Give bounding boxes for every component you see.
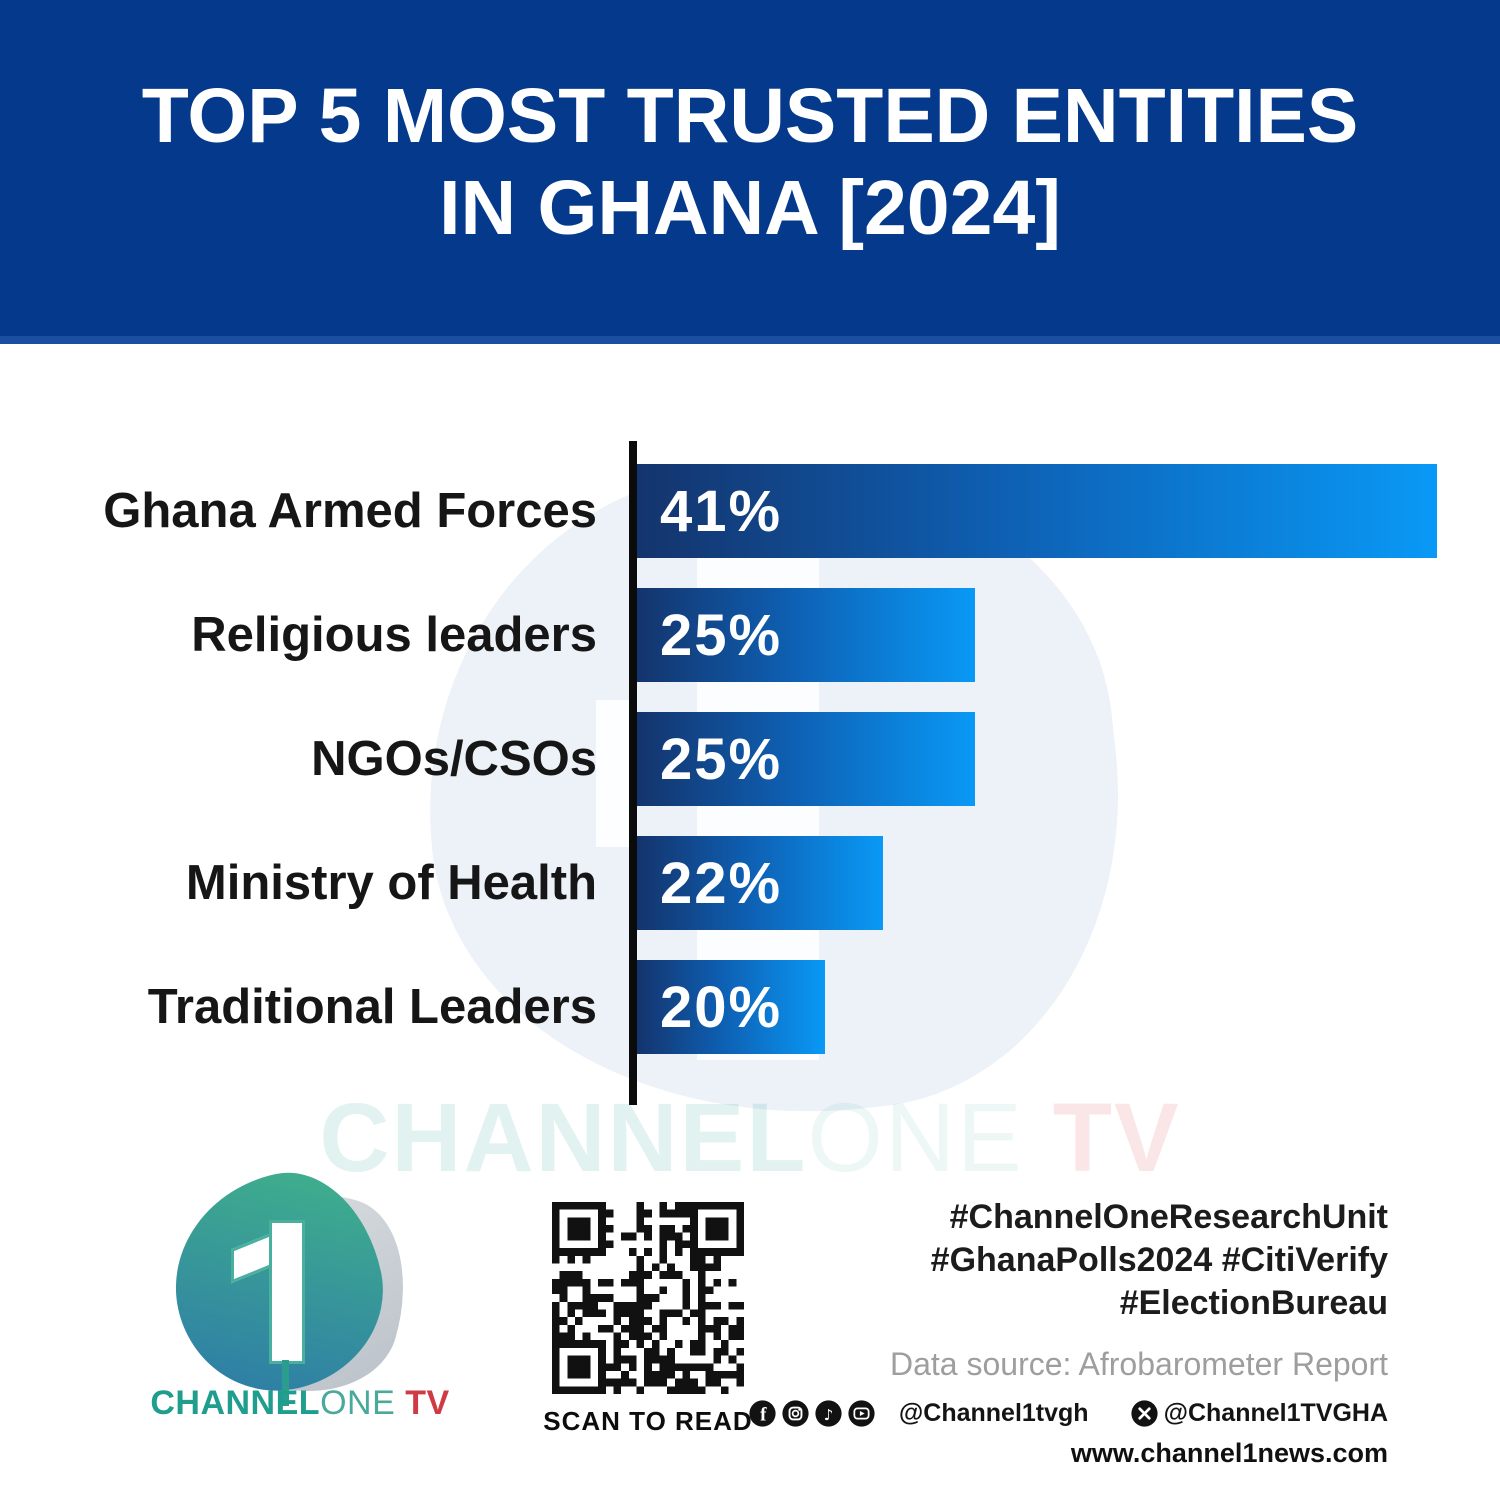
header-banner: TOP 5 MOST TRUSTED ENTITIES IN GHANA [20… xyxy=(0,0,1500,336)
value-label: 25% xyxy=(660,726,783,792)
value-bar-religious-leaders: 25% xyxy=(637,588,975,682)
svg-text:f: f xyxy=(760,1405,767,1426)
page-title: TOP 5 MOST TRUSTED ENTITIES IN GHANA [20… xyxy=(0,70,1500,254)
instagram-icon xyxy=(782,1400,809,1427)
x-icon xyxy=(1130,1400,1158,1427)
chart-axis xyxy=(629,441,637,1105)
hashtag-line: #ChannelOneResearchUnit xyxy=(949,1198,1388,1236)
watermark-channel: CHANNEL xyxy=(319,1083,808,1192)
youtube-icon xyxy=(848,1400,875,1427)
header-accent-stripe xyxy=(0,336,1500,344)
hashtag-line: #GhanaPolls2024 #CitiVerify xyxy=(930,1241,1388,1279)
facebook-icon: f xyxy=(749,1400,776,1427)
footer-right-block: #ChannelOneResearchUnit #GhanaPolls2024 … xyxy=(628,1196,1388,1469)
value-label: 22% xyxy=(660,850,783,916)
channel-one-logo: CHANNELONE TV xyxy=(145,1148,455,1448)
data-source: Data source: Afrobarometer Report xyxy=(889,1346,1388,1382)
value-bar-ghana-armed-forces: 41% xyxy=(637,464,1437,558)
value-label: 25% xyxy=(660,602,783,668)
hashtag-line: #ElectionBureau xyxy=(1119,1284,1388,1322)
wordmark-one: ONE xyxy=(320,1384,396,1422)
category-label-ghana-armed-forces: Ghana Armed Forces xyxy=(103,484,597,538)
watermark-text: CHANNELONE TV xyxy=(0,1082,1500,1194)
category-label-ngos-csos: NGOs/CSOs xyxy=(311,732,597,786)
logo-wordmark: CHANNELONE TV xyxy=(135,1384,465,1423)
watermark-one: ONE xyxy=(807,1083,1024,1192)
category-label-ministry-of-health: Ministry of Health xyxy=(185,856,597,910)
logo-one-glyph-tail xyxy=(282,1360,289,1406)
qr-code xyxy=(552,1202,744,1394)
social-row: f ♪ @Channel1tvgh @Channel1TVGHA xyxy=(628,1399,1388,1428)
qr-caption: SCAN TO READ xyxy=(543,1406,753,1436)
category-label-traditional-leaders: Traditional Leaders xyxy=(147,980,597,1034)
watermark-tv: TV xyxy=(1023,1083,1181,1192)
social-handle-1: @Channel1tvgh xyxy=(898,1399,1089,1427)
tiktok-icon: ♪ xyxy=(815,1400,842,1427)
value-bar-ngos-csos: 25% xyxy=(637,712,975,806)
value-label: 41% xyxy=(660,478,783,544)
wordmark-channel: CHANNEL xyxy=(150,1384,321,1422)
website-url: www.channel1news.com xyxy=(1070,1438,1388,1468)
logo-one-glyph xyxy=(269,1220,305,1364)
title-line-1: TOP 5 MOST TRUSTED ENTITIES xyxy=(141,73,1359,159)
value-label: 20% xyxy=(660,974,783,1040)
category-label-religious-leaders: Religious leaders xyxy=(191,608,597,662)
watermark-notch xyxy=(596,700,630,847)
value-bar-ministry-of-health: 22% xyxy=(637,836,883,930)
svg-text:♪: ♪ xyxy=(824,1406,834,1424)
wordmark-tv: TV xyxy=(395,1384,450,1422)
value-bar-traditional-leaders: 20% xyxy=(637,960,825,1054)
title-line-2: IN GHANA [2024] xyxy=(439,165,1061,251)
social-handle-2: @Channel1TVGHA xyxy=(1163,1399,1388,1427)
